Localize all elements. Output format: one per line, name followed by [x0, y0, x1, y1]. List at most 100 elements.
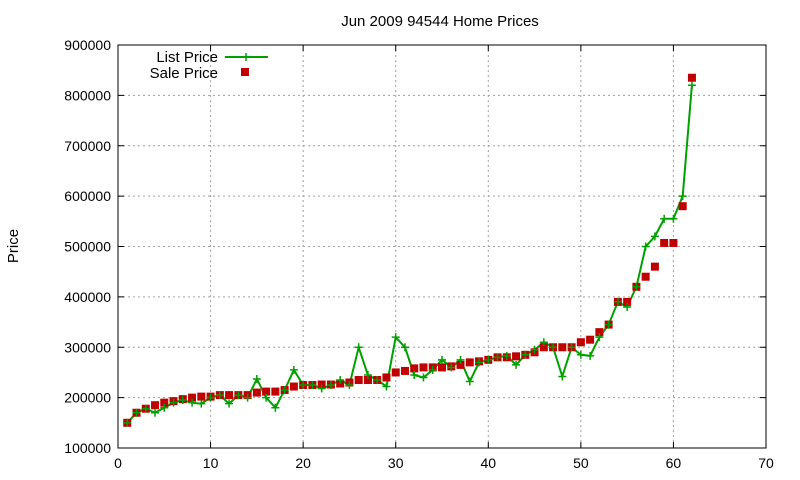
chart-title: Jun 2009 94544 Home Prices — [341, 13, 539, 30]
list-price-point — [271, 403, 280, 412]
list-price-point — [447, 363, 456, 372]
list-price-point — [178, 396, 187, 405]
list-price-point — [502, 351, 511, 360]
y-axis-label: Price — [5, 229, 22, 263]
legend-entry-list-price: List Price — [156, 49, 218, 66]
list-price-point — [604, 320, 613, 329]
legend-marker-list-price — [242, 53, 250, 61]
x-tick-label: 30 — [388, 455, 404, 471]
list-price-point — [345, 381, 354, 390]
list-price-point — [586, 351, 595, 360]
list-price-point — [650, 232, 659, 241]
list-price-point — [623, 302, 632, 311]
list-price-point — [595, 333, 604, 342]
sale-price-point — [317, 380, 326, 389]
list-price-point — [419, 373, 428, 382]
list-price-point — [400, 343, 409, 352]
series — [123, 73, 696, 427]
sale-price-point — [678, 202, 687, 211]
list-price-point — [225, 399, 234, 408]
list-price-point — [141, 404, 150, 413]
list-price-point — [169, 398, 178, 407]
list-price-point — [567, 343, 576, 352]
sale-price-point — [576, 338, 585, 347]
sale-price-point — [252, 388, 261, 397]
list-price-point — [382, 382, 391, 391]
list-price-point — [669, 214, 678, 223]
list-price-point — [687, 81, 696, 90]
list-price-point — [456, 355, 465, 364]
sale-price-point — [438, 363, 446, 372]
list-price-point — [299, 381, 308, 390]
sale-price-point — [410, 364, 419, 373]
list-price-point — [206, 393, 215, 402]
list-price-point — [151, 408, 160, 417]
list-price-point — [243, 393, 252, 402]
list-price-point — [197, 399, 206, 408]
sale-price-point — [595, 328, 604, 337]
y-tick-label: 300000 — [64, 339, 111, 355]
x-tick-label: 40 — [480, 455, 496, 471]
sale-price-point — [400, 366, 409, 375]
list-price-point — [530, 345, 539, 354]
list-price-point — [336, 375, 345, 384]
list-price-point — [280, 386, 289, 395]
sale-price-point — [225, 391, 234, 400]
list-price-point — [363, 370, 372, 379]
sale-price-point — [363, 375, 372, 384]
y-tick-label: 500000 — [64, 239, 111, 255]
sale-price-point — [558, 343, 567, 352]
sale-price-point — [160, 398, 169, 407]
y-tick-label: 600000 — [64, 188, 111, 204]
x-tick-label: 50 — [573, 455, 589, 471]
list-price-point — [678, 192, 687, 201]
list-price-point — [539, 338, 548, 347]
list-price-point — [234, 391, 243, 400]
list-price-point — [308, 381, 317, 390]
list-price-point — [576, 350, 585, 359]
sale-price-point — [539, 343, 548, 352]
list-price-point — [123, 418, 132, 427]
list-price-point — [160, 403, 169, 412]
sale-price-point — [586, 335, 595, 344]
sale-price-point — [660, 238, 669, 247]
legend-swatch-sale-price — [241, 68, 249, 76]
list-price-point — [641, 242, 650, 251]
list-price-point — [558, 372, 567, 381]
list-price-point — [428, 365, 437, 374]
gridlines — [118, 45, 766, 448]
list-price-point — [632, 282, 641, 291]
sale-price-point — [623, 297, 632, 306]
list-price-point — [354, 343, 363, 352]
sale-price-point — [354, 375, 363, 384]
sale-price-point — [197, 392, 206, 401]
list-price-point — [262, 393, 271, 402]
list-price-point — [289, 365, 298, 374]
y-tick-label: 700000 — [64, 138, 111, 154]
y-tick-label: 100000 — [64, 440, 111, 456]
sale-price-point — [382, 373, 391, 382]
series-line-list-price — [126, 85, 693, 424]
sale-price-point — [151, 401, 160, 410]
sale-price-point — [687, 73, 696, 82]
list-price-point — [660, 214, 669, 223]
axis-ticks: 0 10 20 30 40 50 60 70 100000 200000 300000 400000 5… — [64, 37, 774, 471]
list-price-point — [215, 391, 224, 400]
list-price-point — [252, 374, 261, 383]
x-tick-label: 70 — [758, 455, 774, 471]
list-price-point — [613, 297, 622, 306]
sale-price-point — [262, 387, 271, 396]
sale-price-point — [289, 382, 298, 391]
list-price-point — [391, 333, 400, 342]
sale-price-point — [465, 358, 474, 367]
sale-price-point — [188, 393, 197, 402]
list-price-point — [465, 377, 474, 386]
x-tick-label: 10 — [203, 455, 219, 471]
y-tick-label: 200000 — [64, 390, 111, 406]
sale-price-point — [456, 360, 465, 369]
list-price-point — [512, 360, 521, 369]
legend-entry-sale-price: Sale Price — [150, 65, 218, 82]
list-price-point — [493, 353, 502, 362]
legend: List Price Sale Price — [150, 49, 268, 82]
sale-price-point — [641, 272, 650, 281]
